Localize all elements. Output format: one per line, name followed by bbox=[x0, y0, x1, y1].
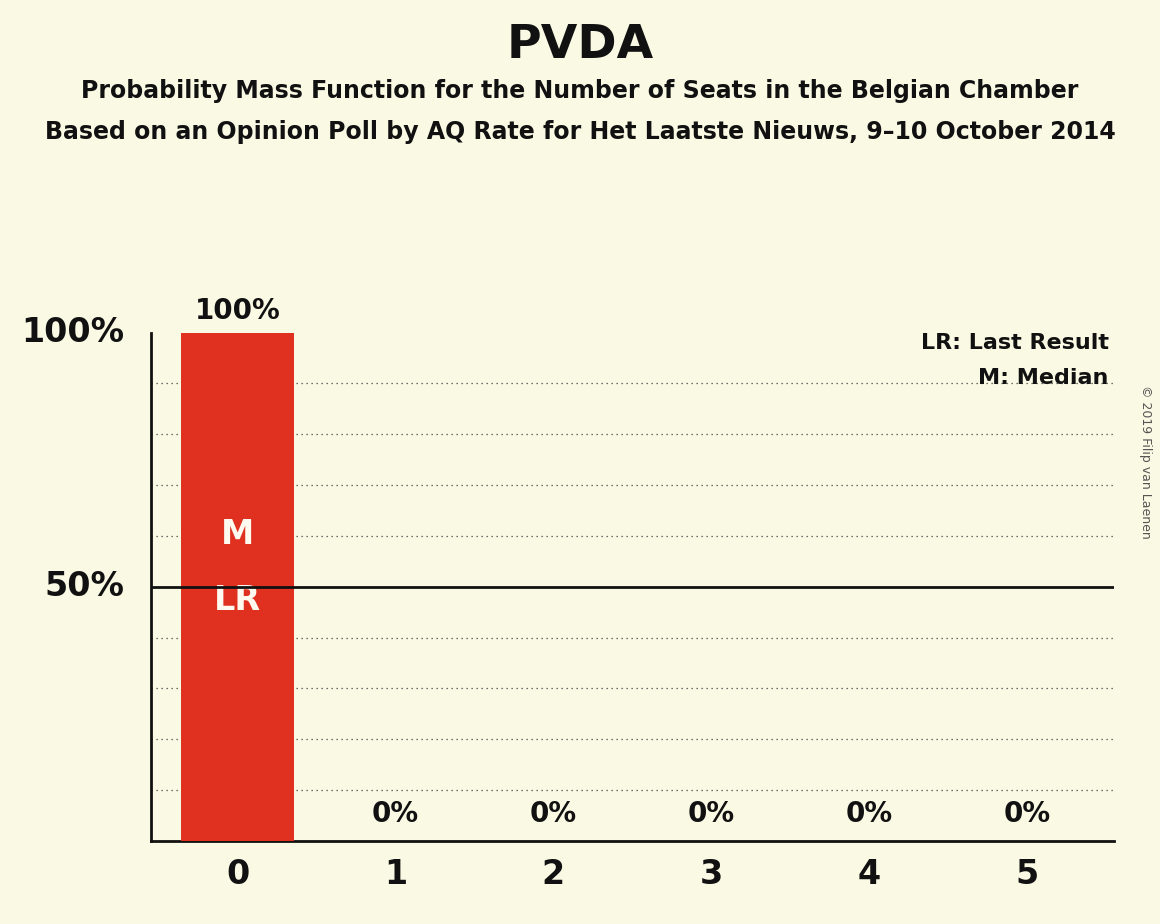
Text: 0%: 0% bbox=[530, 800, 577, 828]
Bar bbox=[181, 333, 295, 841]
Text: 0%: 0% bbox=[688, 800, 734, 828]
Text: Based on an Opinion Poll by AQ Rate for Het Laatste Nieuws, 9–10 October 2014: Based on an Opinion Poll by AQ Rate for … bbox=[44, 120, 1116, 144]
Text: 100%: 100% bbox=[21, 316, 124, 349]
Text: Probability Mass Function for the Number of Seats in the Belgian Chamber: Probability Mass Function for the Number… bbox=[81, 79, 1079, 103]
Text: M: Median: M: Median bbox=[979, 368, 1109, 388]
Text: M: M bbox=[222, 518, 254, 551]
Text: LR: LR bbox=[215, 584, 261, 617]
Text: 0%: 0% bbox=[372, 800, 419, 828]
Text: LR: Last Result: LR: Last Result bbox=[921, 333, 1109, 353]
Text: © 2019 Filip van Laenen: © 2019 Filip van Laenen bbox=[1139, 385, 1152, 539]
Text: 100%: 100% bbox=[195, 297, 281, 325]
Text: 0%: 0% bbox=[1003, 800, 1050, 828]
Text: 50%: 50% bbox=[44, 570, 124, 603]
Text: PVDA: PVDA bbox=[507, 23, 653, 68]
Text: 0%: 0% bbox=[846, 800, 892, 828]
